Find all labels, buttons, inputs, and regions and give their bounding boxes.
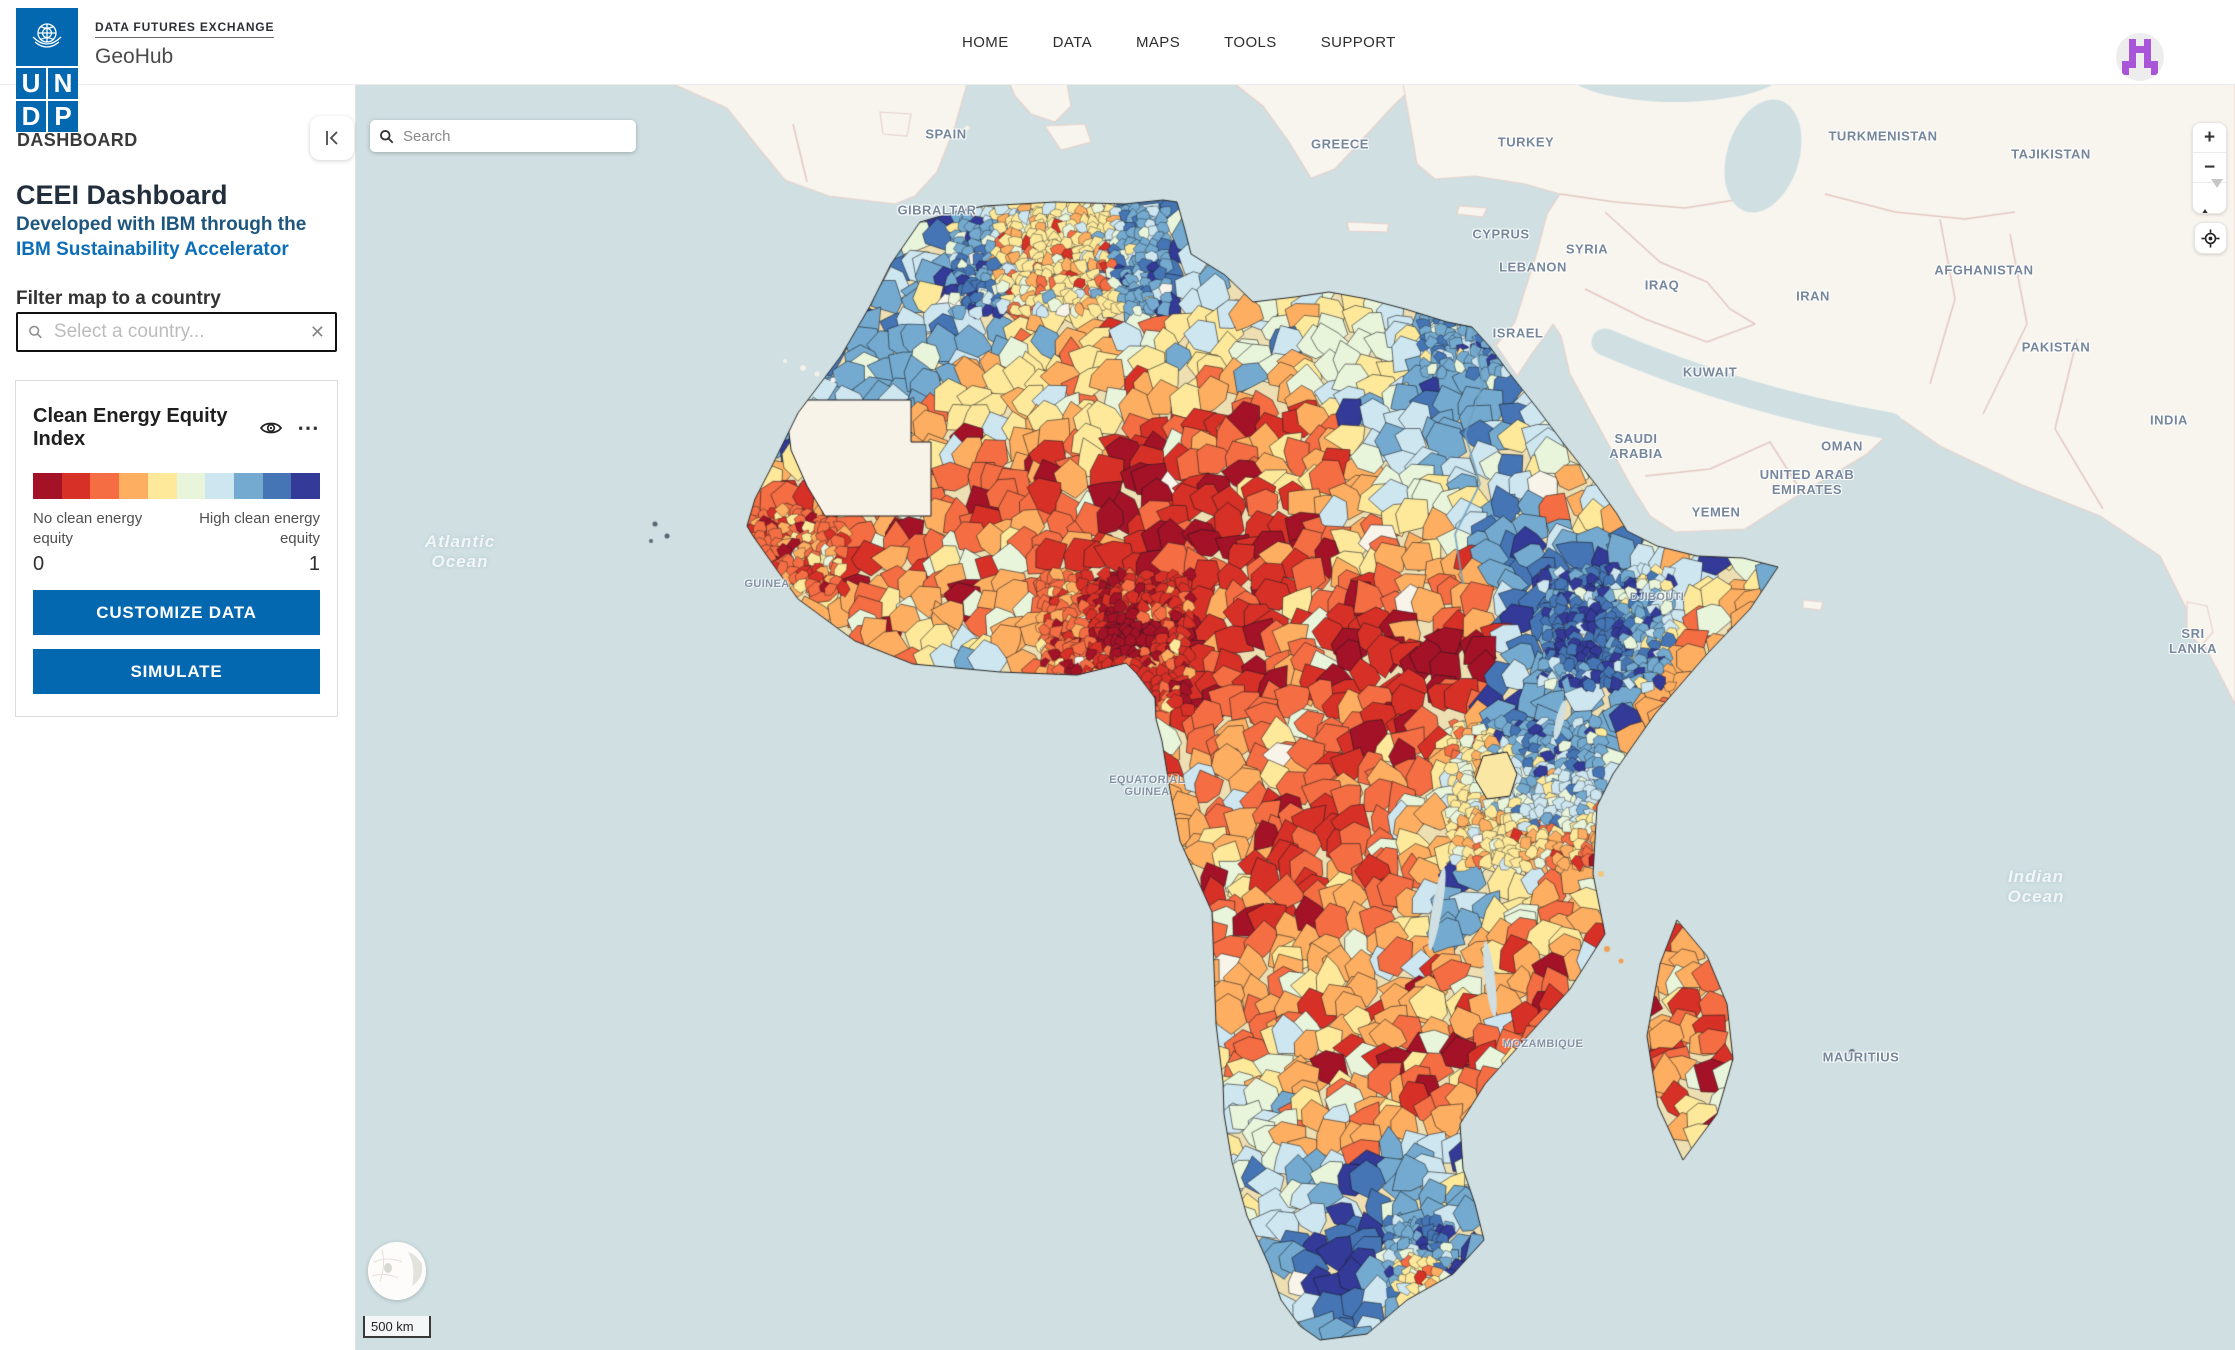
legend-swatch (148, 473, 177, 499)
legend-swatch (234, 473, 263, 499)
map-container: SPAIN GIBRALTAR GREECE TURKEY CYPRUS LEBANON S… (355, 84, 2235, 1350)
eye-icon[interactable] (259, 419, 283, 437)
layer-card: Clean Energy Equity Index ⋯ No clean ene… (15, 380, 338, 717)
brand-block: DATA FUTURES EXCHANGE GeoHub (95, 18, 274, 69)
logo-letter: U (16, 68, 46, 99)
country-search[interactable]: ✕ (16, 312, 337, 352)
undp-logo[interactable]: U N D P (16, 8, 78, 132)
nav-maps[interactable]: MAPS (1136, 34, 1180, 51)
panel-label: DASHBOARD (17, 130, 138, 151)
legend-swatch (291, 473, 320, 499)
legend-swatch (90, 473, 119, 499)
simulate-button[interactable]: SIMULATE (33, 649, 320, 694)
ibm-accelerator-link[interactable]: IBM Sustainability Accelerator (16, 239, 289, 260)
legend-max-label: High clean energy equity (171, 509, 320, 549)
legend-swatch (33, 473, 62, 499)
layer-title: Clean Energy Equity Index (33, 405, 259, 451)
dashboard-sidebar: DASHBOARD CEEI Dashboard Developed with … (0, 84, 356, 1350)
country-search-input[interactable] (52, 320, 301, 344)
undp-letters: U N D P (16, 68, 78, 132)
legend-swatch (119, 473, 148, 499)
customize-data-button[interactable]: CUSTOMIZE DATA (33, 590, 320, 635)
developed-with: Developed with IBM through the IBM Susta… (16, 212, 338, 262)
clear-icon[interactable]: ✕ (310, 323, 325, 341)
main-nav: HOME DATA MAPS TOOLS SUPPORT (962, 0, 1396, 84)
data-futures-exchange-link[interactable]: DATA FUTURES EXCHANGE (95, 20, 274, 38)
legend-swatch (263, 473, 292, 499)
scale-bar: 500 km (363, 1316, 431, 1338)
globe-minimap-button[interactable] (368, 1242, 426, 1300)
developed-prefix: Developed with IBM through the (16, 214, 306, 235)
app-header: U N D P DATA FUTURES EXCHANGE GeoHub HOM… (0, 0, 2235, 85)
compass-south-icon (2211, 179, 2223, 209)
map-search-input[interactable] (401, 127, 627, 146)
nav-home[interactable]: HOME (962, 34, 1009, 51)
ellipsis-menu-icon[interactable]: ⋯ (297, 423, 320, 433)
nav-tools[interactable]: TOOLS (1224, 34, 1277, 51)
legend-color-ramp (33, 473, 320, 499)
globe-icon (368, 1242, 426, 1300)
dashboard-title: CEEI Dashboard (16, 180, 228, 211)
logo-letter: D (16, 101, 46, 132)
logo-letter: N (48, 68, 78, 99)
un-emblem-icon (16, 8, 78, 66)
filter-label: Filter map to a country (16, 288, 221, 310)
compass-button[interactable] (2193, 183, 2226, 213)
nav-support[interactable]: SUPPORT (1321, 34, 1396, 51)
legend-swatch (62, 473, 91, 499)
logo-letter: P (48, 101, 78, 132)
legend-swatch (177, 473, 206, 499)
locate-icon (2201, 229, 2220, 248)
legend-swatch (205, 473, 234, 499)
search-icon (28, 323, 43, 341)
user-avatar[interactable] (2116, 33, 2164, 81)
sidebar-collapse-button[interactable] (310, 116, 354, 160)
map-canvas[interactable] (355, 84, 2235, 1350)
legend-min-label: No clean energy equity (33, 509, 171, 549)
geohub-title: GeoHub (95, 45, 274, 69)
map-search[interactable] (370, 120, 636, 152)
legend-min-value: 0 (33, 553, 44, 576)
zoom-controls: + − (2192, 122, 2227, 214)
geolocate-button[interactable] (2194, 222, 2227, 254)
zoom-in-button[interactable]: + (2193, 123, 2226, 153)
search-icon (379, 129, 394, 144)
nav-data[interactable]: DATA (1053, 34, 1092, 51)
collapse-left-icon (322, 128, 342, 148)
compass-north-icon (2199, 188, 2211, 215)
geohub-app: U N D P DATA FUTURES EXCHANGE GeoHub HOM… (0, 0, 2235, 1350)
scale-label: 500 km (371, 1319, 414, 1334)
identicon-icon (2122, 39, 2158, 75)
legend-max-value: 1 (309, 553, 320, 576)
